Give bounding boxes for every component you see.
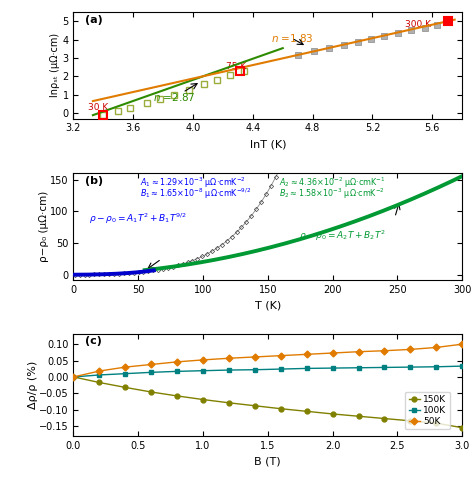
- 150K: [97, 380, 102, 386]
- 150K: [304, 409, 310, 414]
- 50K: [356, 349, 361, 354]
- Text: $n$ =2.87: $n$ =2.87: [153, 91, 195, 103]
- 50K: [71, 374, 76, 380]
- Y-axis label: Δρ/ρ (%): Δρ/ρ (%): [27, 361, 37, 409]
- 100K: [459, 363, 465, 369]
- 100K: [356, 365, 361, 371]
- Text: (c): (c): [85, 337, 102, 346]
- 150K: [330, 411, 336, 417]
- 100K: [304, 365, 310, 371]
- Legend: 150K, 100K, 50K: 150K, 100K, 50K: [405, 391, 450, 429]
- 50K: [278, 353, 283, 358]
- 50K: [408, 346, 413, 352]
- Text: $\rho-\rho_0=A_2T+B_2T^2$: $\rho-\rho_0=A_2T+B_2T^2$: [299, 229, 386, 243]
- Line: 100K: 100K: [71, 364, 465, 379]
- 50K: [174, 359, 180, 365]
- Text: $n$ =1.83: $n$ =1.83: [271, 32, 313, 44]
- 100K: [382, 365, 387, 370]
- 50K: [382, 348, 387, 354]
- 50K: [252, 354, 258, 360]
- 150K: [148, 389, 154, 395]
- 150K: [356, 413, 361, 419]
- Text: $B_2$$\approx$1.58×10$^{-3}$ μΩ·cmK$^{-2}$: $B_2$$\approx$1.58×10$^{-3}$ μΩ·cmK$^{-2…: [280, 186, 385, 201]
- Text: (a): (a): [85, 15, 103, 24]
- 100K: [122, 371, 128, 376]
- 100K: [408, 364, 413, 370]
- 50K: [148, 362, 154, 367]
- 100K: [252, 367, 258, 373]
- Text: (b): (b): [85, 176, 103, 186]
- 150K: [382, 416, 387, 422]
- 50K: [200, 357, 206, 363]
- 150K: [408, 418, 413, 424]
- 100K: [97, 372, 102, 378]
- Text: $\rho-\rho_0=A_1T^2+B_1T^{9/2}$: $\rho-\rho_0=A_1T^2+B_1T^{9/2}$: [89, 212, 187, 226]
- 100K: [226, 367, 232, 373]
- 50K: [304, 352, 310, 357]
- 100K: [200, 368, 206, 374]
- Y-axis label: lnρₛₜ (μΩ·cm): lnρₛₜ (μΩ·cm): [50, 33, 60, 97]
- Text: $B_1$$\approx$1.65×10$^{-8}$ μΩ·cmK$^{-9/2}$: $B_1$$\approx$1.65×10$^{-8}$ μΩ·cmK$^{-9…: [139, 186, 251, 201]
- Text: $A_1$$\approx$1.29×10$^{-3}$ μΩ·cmK$^{-2}$: $A_1$$\approx$1.29×10$^{-3}$ μΩ·cmK$^{-2…: [139, 176, 246, 190]
- 50K: [97, 368, 102, 374]
- 50K: [122, 364, 128, 370]
- Text: 30 K: 30 K: [88, 103, 108, 112]
- Line: 50K: 50K: [71, 342, 465, 379]
- 150K: [174, 393, 180, 399]
- Text: $A_2$$\approx$4.36×10$^{-2}$ μΩ·cmK$^{-1}$: $A_2$$\approx$4.36×10$^{-2}$ μΩ·cmK$^{-1…: [280, 176, 386, 190]
- 150K: [71, 374, 76, 380]
- 150K: [200, 397, 206, 402]
- 100K: [174, 368, 180, 374]
- 150K: [433, 420, 439, 426]
- Y-axis label: ρ−ρ₀ (μΩ·cm): ρ−ρ₀ (μΩ·cm): [39, 191, 49, 262]
- 100K: [278, 366, 283, 372]
- 100K: [71, 374, 76, 380]
- 150K: [278, 406, 283, 411]
- X-axis label: B (T): B (T): [255, 456, 281, 467]
- 100K: [148, 369, 154, 375]
- 100K: [330, 365, 336, 371]
- 150K: [252, 403, 258, 409]
- X-axis label: T (K): T (K): [255, 300, 281, 310]
- 50K: [330, 350, 336, 356]
- 150K: [226, 400, 232, 406]
- Line: 150K: 150K: [71, 375, 465, 430]
- 50K: [459, 342, 465, 347]
- Text: 300 K: 300 K: [405, 20, 431, 29]
- X-axis label: lnT (K): lnT (K): [249, 139, 286, 149]
- 50K: [226, 355, 232, 361]
- 150K: [122, 385, 128, 390]
- 150K: [459, 425, 465, 431]
- Text: 75 K: 75 K: [226, 62, 246, 71]
- 100K: [433, 364, 439, 370]
- 50K: [433, 344, 439, 350]
